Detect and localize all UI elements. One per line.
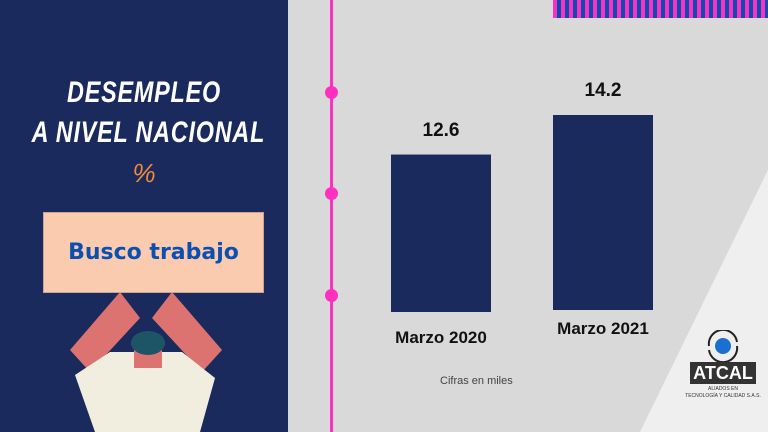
timeline-line xyxy=(330,0,333,432)
logo-tagline-2: TECNOLOGÍA Y CALIDAD S.A.S. xyxy=(685,393,761,399)
bar-marzo-2020 xyxy=(391,154,491,312)
footnote: Cifras en miles xyxy=(440,375,513,387)
value-label: 12.6 xyxy=(423,120,460,141)
decorative-stripes xyxy=(553,0,768,18)
sign-busco-trabajo: Busco trabajo xyxy=(43,212,264,293)
eye-logo-icon xyxy=(707,330,739,362)
title-line-2: A NIVEL NACIONAL xyxy=(31,116,266,149)
timeline-dot xyxy=(325,289,338,302)
logo-name: ATCAL xyxy=(690,362,756,384)
person-illustration xyxy=(70,292,222,432)
category-label: Marzo 2020 xyxy=(395,328,487,347)
timeline-dot xyxy=(325,187,338,200)
unit-label: % xyxy=(132,158,156,188)
category-label: Marzo 2021 xyxy=(557,319,649,338)
value-label: 14.2 xyxy=(585,80,622,101)
logo-tagline-1: ALIADOS EN xyxy=(707,386,738,392)
atcal-logo: ATCAL ALIADOS EN TECNOLOGÍA Y CALIDAD S.… xyxy=(678,330,768,400)
title-line-1: DESEMPLEO xyxy=(67,76,221,109)
timeline-dot xyxy=(325,86,338,99)
bar-marzo-2021 xyxy=(553,115,653,310)
